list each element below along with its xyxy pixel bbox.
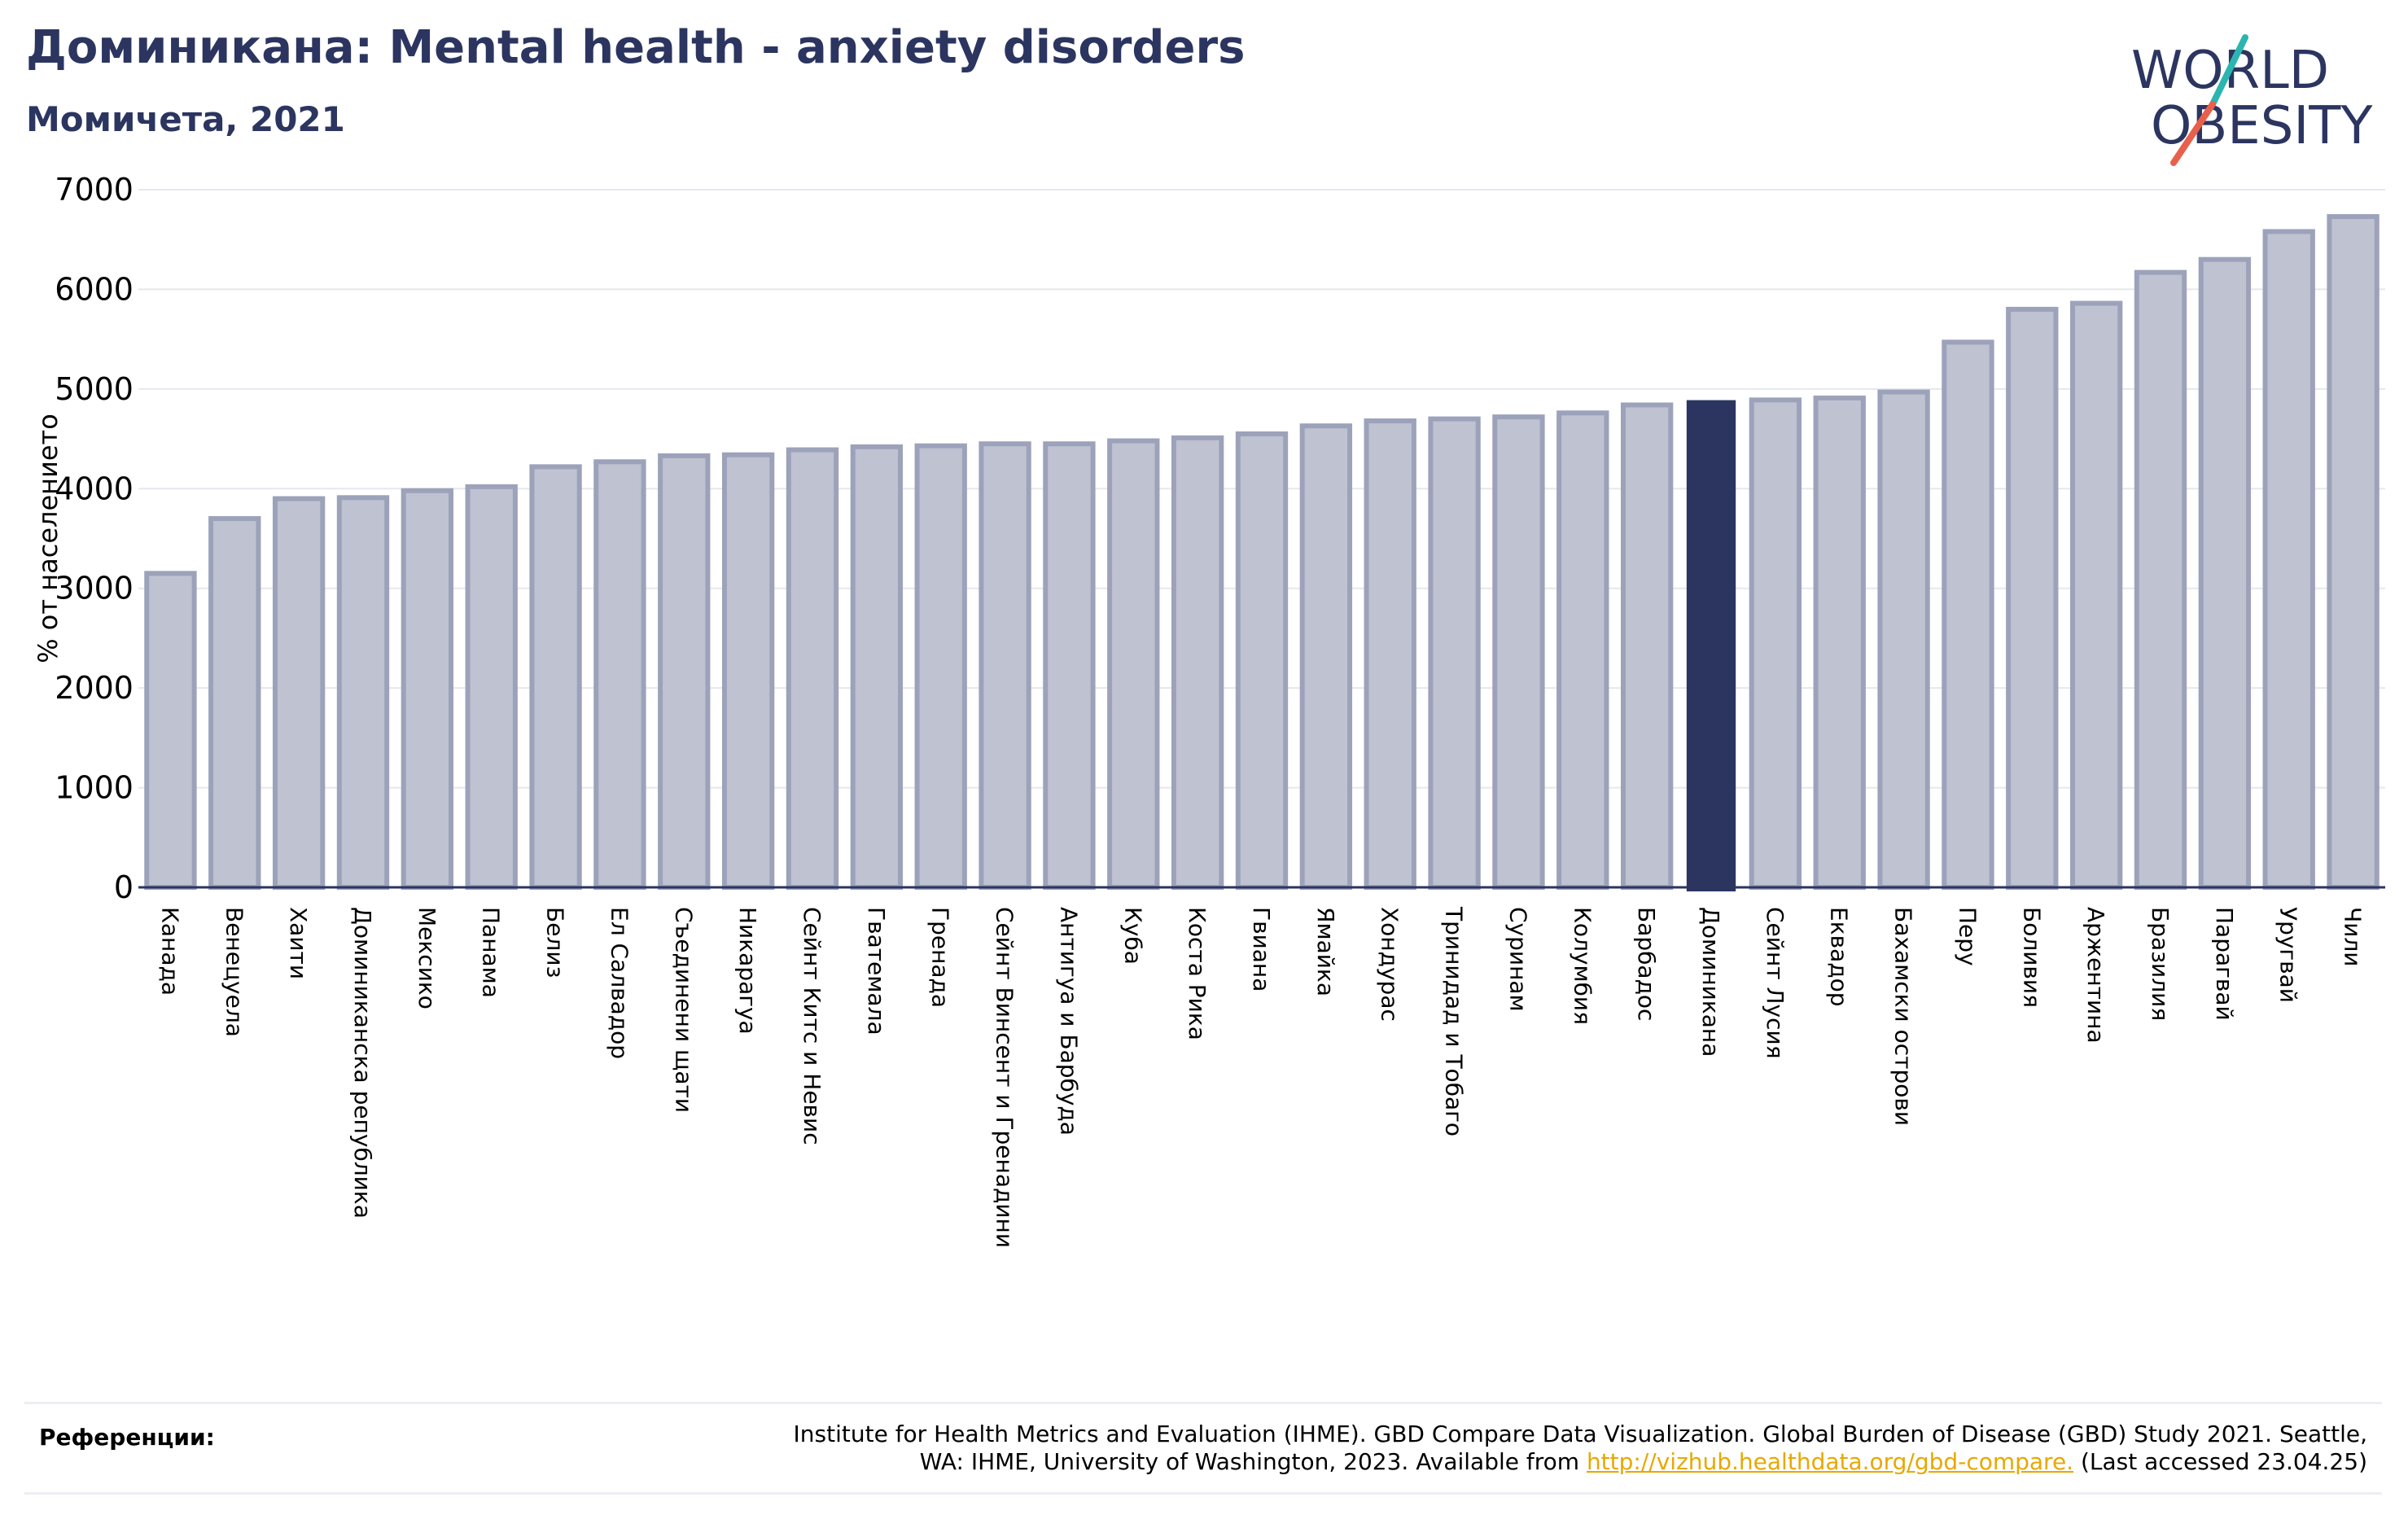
- bar: [1877, 389, 1930, 890]
- page-subtitle: Момичета, 2021: [26, 99, 345, 139]
- y-tick-label: 7000: [55, 172, 134, 208]
- bar: [2134, 269, 2187, 890]
- bar: [721, 452, 775, 890]
- references-link[interactable]: http://vizhub.healthdata.org/gbd-compare…: [1586, 1448, 2074, 1475]
- x-tick-label: Сейнт Лусия: [1762, 907, 1788, 1059]
- page-title: Доминикана: Mental health - anxiety diso…: [26, 21, 1246, 74]
- x-tick-label: Белиз: [542, 907, 569, 978]
- x-tick-label: Бахамски острови: [1890, 907, 1917, 1126]
- bar: [1813, 395, 1866, 890]
- bar: [593, 459, 646, 890]
- x-tick-label: Канада: [156, 907, 183, 996]
- bar: [1107, 438, 1160, 890]
- bar: [1749, 397, 1802, 890]
- x-tick-label: Парагвай: [2211, 907, 2238, 1021]
- bar: [1556, 410, 1609, 890]
- x-tick-label: Тринидад и Тобаго: [1441, 906, 1468, 1136]
- x-tick-label: Мексико: [414, 907, 440, 1009]
- x-tick-label: Хаити: [285, 907, 312, 979]
- x-tick-label: Доминикана: [1697, 907, 1724, 1057]
- x-tick-label: Сейнт Китс и Невис: [799, 907, 825, 1145]
- x-tick-label: Доминиканска република: [349, 907, 376, 1219]
- bar: [1364, 418, 1416, 890]
- references-line1: Institute for Health Metrics and Evaluat…: [793, 1421, 2367, 1447]
- x-tick-label: Чили: [2340, 907, 2366, 967]
- x-tick-label: Боливия: [2018, 907, 2045, 1008]
- bar: [914, 443, 967, 890]
- bar: [1171, 435, 1224, 890]
- x-tick-label: Аржентина: [2082, 907, 2109, 1044]
- bar: [208, 516, 261, 890]
- x-tick-label: Уругвай: [2275, 907, 2302, 1003]
- x-tick-label: Гренада: [927, 907, 954, 1008]
- x-tick-label: Суринам: [1504, 907, 1531, 1012]
- bar: [2069, 300, 2123, 891]
- bar: [2006, 306, 2059, 890]
- x-tick-label: Гватемала: [863, 907, 890, 1035]
- x-tick-label: Хондурас: [1377, 907, 1403, 1022]
- y-tick-label: 3000: [55, 571, 134, 606]
- bar: [1686, 400, 1736, 891]
- bar: [2327, 214, 2380, 890]
- bar: [272, 496, 326, 890]
- x-tick-label: Коста Рика: [1184, 907, 1211, 1040]
- x-tick-label: Съединени щати: [670, 907, 697, 1113]
- y-tick-label: 4000: [55, 471, 134, 506]
- references-line2-suffix: (Last accessed 23.04.25): [2073, 1448, 2367, 1475]
- x-tick-label: Венецуела: [221, 907, 247, 1037]
- logo-slash-teal: [2209, 34, 2248, 107]
- x-tick-label: Панама: [478, 907, 505, 998]
- bar-chart: 0 1000 2000 3000 4000 5000 6000 7000 % от населе…: [33, 172, 2385, 1248]
- bar: [850, 444, 904, 890]
- bar: [2198, 256, 2252, 890]
- x-tick-label: Ел Салвадор: [606, 907, 633, 1059]
- bar: [529, 464, 582, 890]
- bar: [658, 453, 711, 890]
- x-tick-label: Барбадос: [1633, 907, 1660, 1021]
- bar: [336, 495, 390, 890]
- bar: [1428, 416, 1481, 890]
- bar: [401, 488, 454, 891]
- references-label: Референции:: [39, 1424, 215, 1451]
- y-tick-label: 0: [114, 869, 134, 905]
- y-tick-label: 6000: [55, 271, 134, 307]
- bar: [465, 484, 518, 891]
- bar: [1942, 339, 1994, 890]
- references-text: Institute for Health Metrics and Evaluat…: [576, 1421, 2367, 1476]
- x-tick-label: Куба: [1119, 907, 1146, 965]
- x-tick-label: Гвиана: [1248, 907, 1275, 992]
- x-tick-label: Никарагуа: [734, 907, 761, 1035]
- bar: [1235, 431, 1289, 890]
- references-line2-prefix: WA: IHME, University of Washington, 2023…: [919, 1448, 1587, 1475]
- x-tick-label: Перу: [1954, 907, 1981, 966]
- y-axis-label: % от населението: [33, 414, 63, 663]
- bar: [786, 447, 839, 890]
- bar: [1620, 402, 1674, 890]
- logo-slash-coral: [2170, 101, 2216, 166]
- x-tick-label: Бразилия: [2147, 907, 2174, 1021]
- y-tick-label: 2000: [55, 670, 134, 706]
- world-obesity-logo: WORLD OBESITY: [2131, 34, 2373, 166]
- references-box: Референции: Institute for Health Metrics…: [24, 1402, 2382, 1495]
- y-tick-label: 1000: [55, 770, 134, 806]
- y-tick-label: 5000: [55, 371, 134, 407]
- bar: [1492, 414, 1545, 890]
- x-tick-label: Колумбия: [1569, 907, 1596, 1025]
- x-tick-label: Ямайка: [1312, 907, 1339, 996]
- bar: [1043, 441, 1096, 890]
- bar: [1299, 423, 1353, 890]
- x-tick-label: Антигуа и Барбуда: [1055, 907, 1082, 1136]
- bar: [2262, 229, 2315, 891]
- x-tick-label: Еквадор: [1826, 907, 1853, 1007]
- x-tick-label: Сейнт Винсент и Гренадини: [992, 907, 1018, 1248]
- bar: [979, 441, 1031, 890]
- bar: [144, 571, 197, 890]
